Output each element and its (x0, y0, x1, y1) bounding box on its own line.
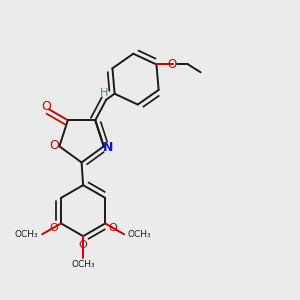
Text: N: N (103, 141, 113, 154)
Text: OCH₃: OCH₃ (15, 230, 38, 239)
Text: H: H (100, 88, 108, 98)
Text: O: O (49, 223, 58, 233)
Text: O: O (41, 100, 51, 113)
Text: O: O (168, 58, 177, 71)
Text: O: O (108, 223, 117, 233)
Text: O: O (50, 139, 59, 152)
Text: O: O (79, 240, 88, 250)
Text: OCH₃: OCH₃ (71, 260, 95, 269)
Text: OCH₃: OCH₃ (128, 230, 152, 239)
